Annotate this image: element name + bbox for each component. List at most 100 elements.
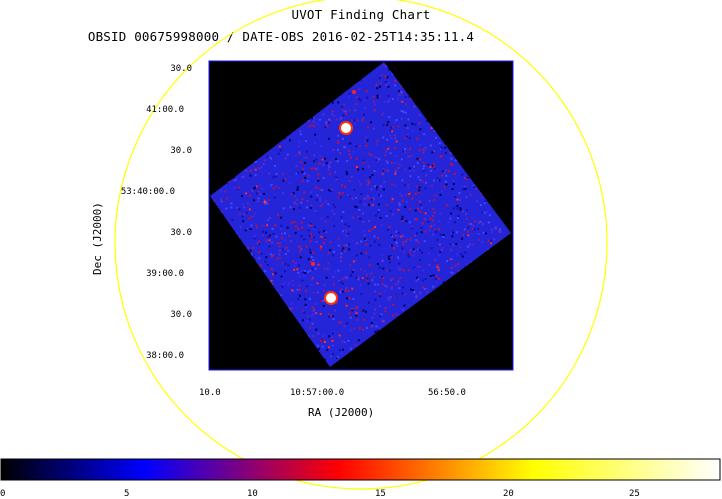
noise-pixel [402,269,405,272]
noise-pixel [280,294,283,297]
noise-pixel [257,190,260,193]
noise-pixel [246,202,249,205]
noise-pixel [405,240,407,243]
noise-pixel [413,105,416,108]
noise-pixel [319,145,322,147]
noise-pixel [381,282,384,285]
noise-pixel [349,329,352,332]
noise-pixel [498,228,501,231]
noise-pixel [407,253,410,256]
noise-pixel [484,200,487,203]
noise-pixel [230,206,233,209]
noise-pixel [272,176,275,179]
noise-pixel [401,100,404,103]
noise-pixel [321,335,324,337]
noise-pixel [365,90,368,93]
noise-pixel [278,145,281,148]
noise-pixel [345,234,348,237]
noise-pixel [494,226,497,229]
noise-pixel [360,268,363,271]
noise-pixel [387,147,390,150]
noise-pixel [395,230,398,233]
noise-pixel [414,192,417,195]
noise-pixel [328,165,331,168]
noise-pixel [249,169,252,172]
noise-pixel [252,254,255,257]
noise-pixel [402,243,405,246]
noise-pixel [310,224,313,227]
noise-pixel [293,268,296,271]
noise-pixel [436,265,439,268]
noise-pixel [362,328,364,331]
colorbar-tick: 10 [247,489,258,499]
noise-pixel [355,312,358,315]
noise-pixel [407,186,410,189]
noise-pixel [353,119,356,122]
noise-pixel [344,146,347,149]
noise-pixel [410,155,413,157]
noise-pixel [450,162,453,165]
noise-pixel [416,266,419,269]
noise-pixel [432,285,435,288]
noise-pixel [442,281,445,284]
noise-pixel [452,243,455,246]
noise-pixel [362,309,365,312]
noise-pixel [291,307,294,310]
noise-pixel [406,238,409,241]
noise-pixel [348,133,351,135]
noise-pixel [332,203,335,206]
noise-pixel [420,206,423,209]
noise-pixel [428,229,431,232]
noise-pixel [304,298,307,301]
noise-pixel [434,167,437,170]
noise-pixel [351,307,354,310]
noise-pixel [374,225,376,228]
xtick-label: 56:50.0 [428,388,466,398]
noise-pixel [305,156,308,159]
noise-pixel [299,133,302,136]
noise-pixel [450,248,453,251]
noise-pixel [254,160,257,163]
noise-pixel [392,97,394,100]
noise-pixel [341,277,344,280]
noise-pixel [355,276,358,279]
noise-pixel [277,213,280,216]
noise-pixel [367,180,370,183]
noise-pixel [322,113,325,116]
noise-pixel [411,197,414,200]
noise-pixel [363,197,366,200]
noise-pixel [400,158,403,161]
noise-pixel [282,207,285,210]
noise-pixel [327,289,330,292]
noise-pixel [302,217,305,220]
noise-pixel [438,228,440,231]
noise-pixel [303,172,306,175]
noise-pixel [461,237,464,240]
noise-pixel [320,245,323,248]
noise-pixel [316,123,319,126]
noise-pixel [437,179,439,182]
noise-pixel [316,344,319,347]
noise-pixel [358,180,361,183]
noise-pixel [483,211,486,214]
noise-pixel [371,174,374,176]
noise-pixel [385,151,388,153]
noise-pixel [255,224,258,227]
noise-pixel [355,254,358,257]
noise-pixel [401,286,404,289]
noise-pixel [426,291,429,294]
noise-pixel [395,119,398,121]
noise-pixel [327,203,330,206]
ytick-label: 30.0 [170,228,192,238]
noise-pixel [314,210,317,212]
noise-pixel [293,221,296,223]
noise-pixel [321,203,324,206]
noise-pixel [389,261,391,264]
noise-pixel [265,256,268,259]
noise-pixel [402,240,405,243]
noise-pixel [370,121,372,124]
noise-pixel [365,310,367,313]
noise-pixel [268,156,271,159]
noise-pixel [264,159,267,162]
noise-pixel [418,113,421,116]
